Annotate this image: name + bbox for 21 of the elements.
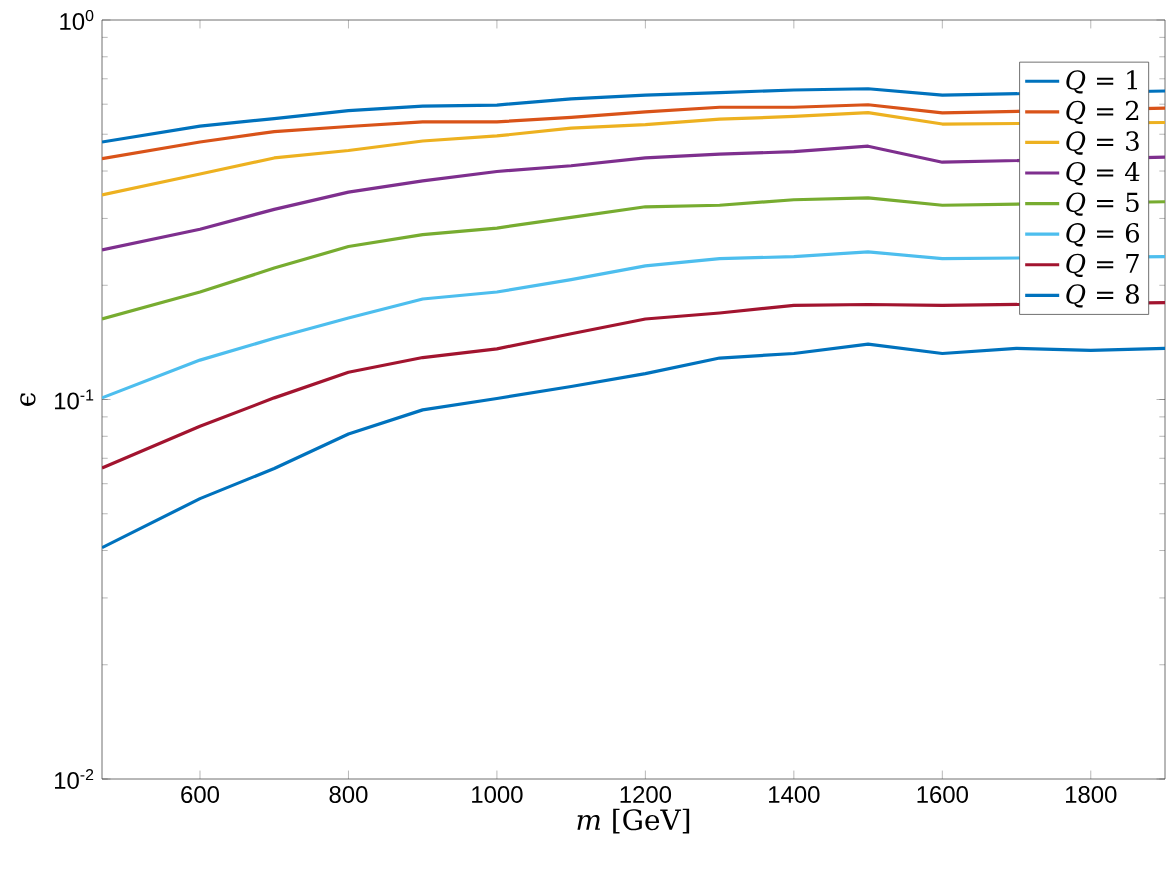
x-tick-label: 800 — [329, 786, 368, 803]
x-tick-label: 1000 — [472, 786, 523, 803]
legend-label: Q = 8 — [1066, 284, 1139, 308]
legend-label: Q = 1 — [1066, 70, 1137, 94]
x-tick-label: 1200 — [620, 786, 672, 803]
y-tick-label: 10$^{-1}$ — [55, 389, 94, 410]
legend-label: Q = 5 — [1066, 192, 1139, 216]
legend-label: Q = 7 — [1066, 253, 1139, 278]
y-tick-label: 10$^{0}$ — [60, 9, 94, 31]
legend-label: Q = 4 — [1066, 161, 1140, 186]
y-tick-label: 10$^{-2}$ — [55, 768, 94, 790]
x-tick-label: 1600 — [917, 786, 968, 803]
legend-label: Q = 2 — [1066, 100, 1139, 125]
legend-label: Q = 6 — [1066, 223, 1140, 247]
x-tick-label: 600 — [181, 786, 219, 803]
legend-label: Q = 3 — [1066, 131, 1139, 155]
x-tick-label: 1400 — [769, 786, 820, 803]
y-axis-title: ϵ — [20, 392, 36, 406]
x-axis-title: m [GeV] — [577, 808, 690, 834]
line-series — [102, 342, 1166, 550]
x-tick-label: 1800 — [1065, 786, 1117, 803]
